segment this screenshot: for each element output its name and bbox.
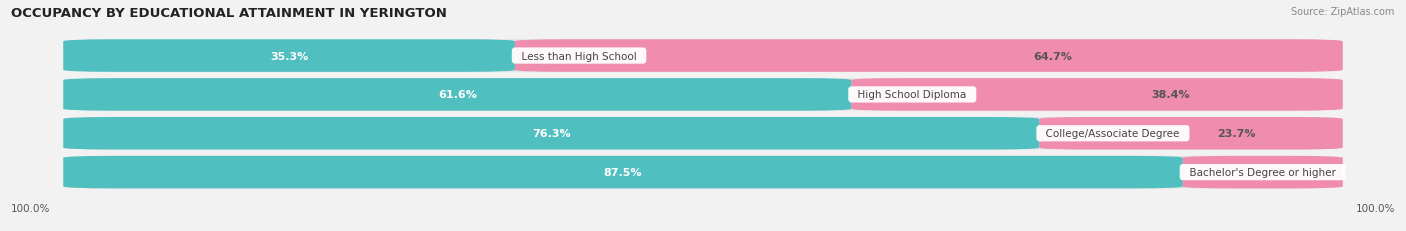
FancyBboxPatch shape [63,79,852,111]
Text: Less than High School: Less than High School [515,51,643,61]
FancyBboxPatch shape [63,118,1039,150]
Text: 23.7%: 23.7% [1218,129,1256,139]
Text: 100.0%: 100.0% [1355,203,1395,213]
Text: 64.7%: 64.7% [1033,51,1073,61]
Text: Bachelor's Degree or higher: Bachelor's Degree or higher [1182,167,1343,177]
FancyBboxPatch shape [1182,156,1343,188]
Text: High School Diploma: High School Diploma [852,90,973,100]
Text: OCCUPANCY BY EDUCATIONAL ATTAINMENT IN YERINGTON: OCCUPANCY BY EDUCATIONAL ATTAINMENT IN Y… [11,7,447,20]
FancyBboxPatch shape [852,79,1343,111]
FancyBboxPatch shape [63,40,515,73]
FancyBboxPatch shape [63,156,1343,188]
Text: 35.3%: 35.3% [270,51,308,61]
FancyBboxPatch shape [63,79,1343,111]
Text: 76.3%: 76.3% [531,129,571,139]
FancyBboxPatch shape [63,156,1182,188]
FancyBboxPatch shape [63,118,1343,150]
Text: 12.5%: 12.5% [1267,167,1306,177]
FancyBboxPatch shape [63,40,1343,73]
Text: 61.6%: 61.6% [437,90,477,100]
Text: 100.0%: 100.0% [11,203,51,213]
Text: 87.5%: 87.5% [603,167,643,177]
FancyBboxPatch shape [515,40,1343,73]
Text: College/Associate Degree: College/Associate Degree [1039,129,1187,139]
FancyBboxPatch shape [1039,118,1343,150]
Text: 38.4%: 38.4% [1152,90,1189,100]
Text: Source: ZipAtlas.com: Source: ZipAtlas.com [1291,7,1395,17]
